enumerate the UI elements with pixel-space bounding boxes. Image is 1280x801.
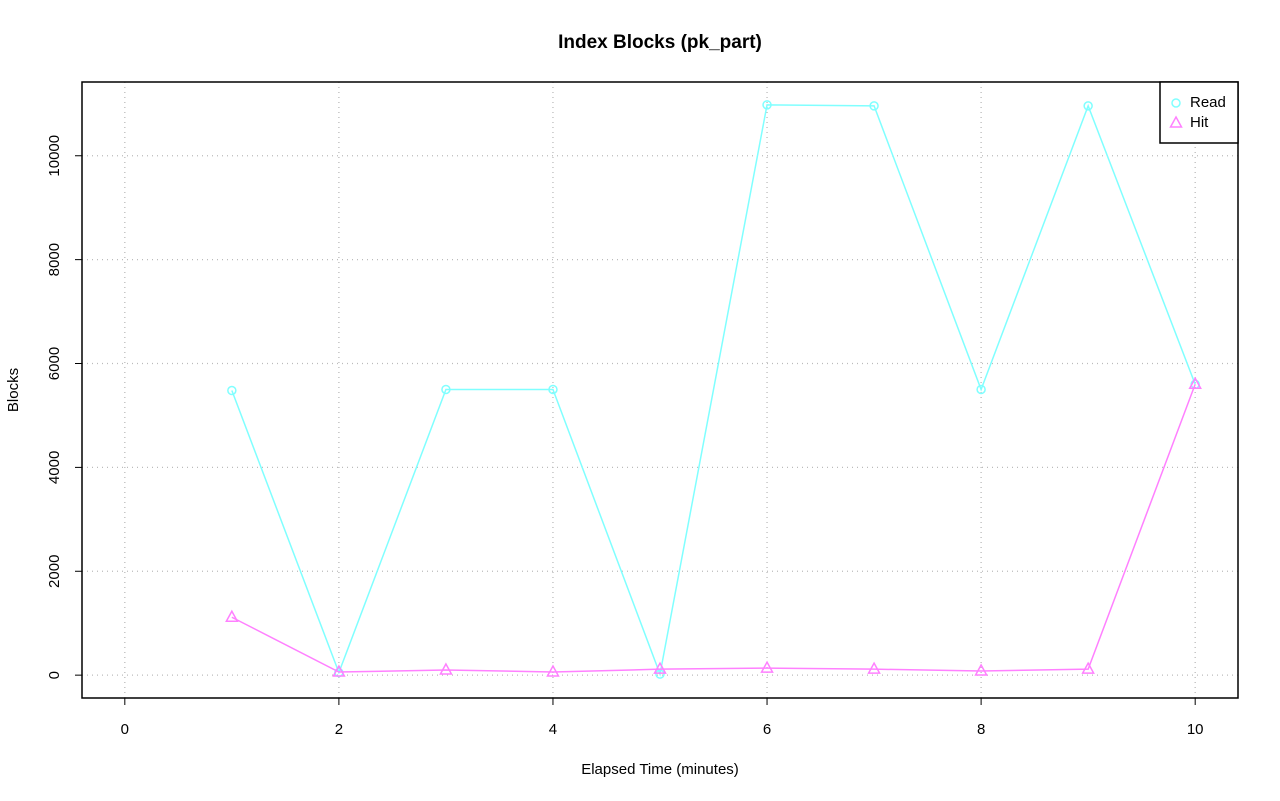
y-tick-label: 10000 [46,135,63,177]
series-line [231,384,1196,673]
marker [976,384,986,395]
marker [655,669,665,679]
y-tick-label: 2000 [46,555,63,588]
marker [1081,661,1095,674]
marker [974,663,988,676]
marker [227,385,237,396]
y-tick-label: 8000 [46,243,63,276]
marker [867,661,881,674]
marker [653,661,667,674]
y-tick-label: 4000 [46,451,63,484]
x-tick-label: 6 [763,721,771,738]
legend-box [1159,81,1239,144]
marker [762,100,772,110]
legend-marker [1171,98,1181,108]
marker [760,660,774,673]
plot-frame [81,81,1239,699]
legend-marker [1169,115,1183,128]
legend-label: Read [1190,94,1226,111]
marker [332,664,346,677]
x-tick-label: 4 [549,721,557,738]
y-tick-label: 0 [46,671,63,679]
x-tick-label: 10 [1187,721,1204,738]
chart-title: Index Blocks (pk_part) [558,32,762,53]
x-tick-label: 0 [121,721,129,738]
series-line [231,103,1196,677]
x-axis-label: Elapsed Time (minutes) [581,761,739,778]
y-axis-label: Blocks [5,368,22,412]
marker [548,384,558,395]
marker [441,384,451,395]
marker [1188,376,1202,390]
marker [439,662,453,675]
legend-label: Hit [1190,114,1209,131]
x-tick-label: 2 [335,721,343,738]
x-tick-label: 8 [977,721,985,738]
marker [546,664,560,677]
y-tick-label: 6000 [46,347,63,380]
marker [869,101,879,111]
marker [1083,101,1093,111]
marker [225,609,239,622]
